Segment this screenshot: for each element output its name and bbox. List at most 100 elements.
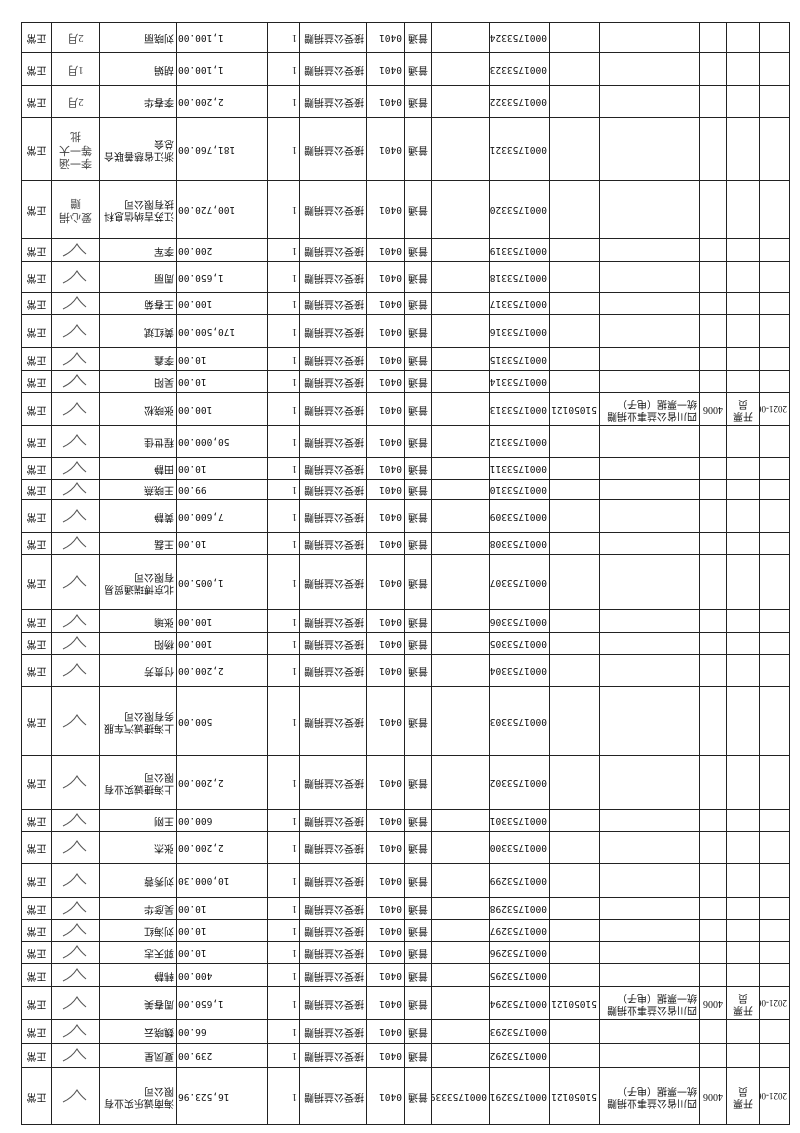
category-cell: 普通	[404, 457, 432, 480]
ref-number-cell	[431, 831, 490, 864]
check-stroke	[63, 901, 87, 916]
item-code-cell: 0401	[366, 532, 405, 555]
signature-cell	[51, 261, 100, 293]
point-code-cell	[699, 261, 727, 293]
amount-cell: 10.00	[176, 532, 268, 555]
check-mark	[63, 945, 87, 960]
check-stroke	[63, 775, 87, 790]
bill-type-cell	[599, 632, 700, 655]
category-cell: 普通	[404, 863, 432, 898]
ref-number-cell	[431, 532, 490, 555]
amount-cell: 100,720.00	[176, 180, 268, 239]
receipt-row: 0001753318 普通 0401 接受公益捐赠 1 1,650.00 周丽 正常	[21, 261, 790, 293]
region-code-cell	[549, 963, 600, 987]
clerk-cell	[726, 117, 760, 181]
clerk-cell	[726, 632, 760, 655]
bill-type-cell	[599, 117, 700, 181]
status-cell: 正常	[21, 941, 52, 964]
signature-text: 爱心捐赠	[59, 197, 92, 223]
quantity-cell: 1	[267, 609, 300, 633]
item-name-cell: 接受公益捐赠	[299, 261, 367, 293]
donor-cell: 张杰	[99, 831, 177, 864]
receipt-row: 0001753293 普通 0401 接受公益捐赠 1 66.00 魏晓云 正常	[21, 1019, 790, 1044]
region-code-cell	[549, 809, 600, 832]
donor-cell: 杨阳	[99, 632, 177, 655]
point-code-cell	[699, 831, 727, 864]
region-code-cell	[549, 52, 600, 86]
donor-cell: 韩静	[99, 963, 177, 987]
donor-cell: 张晓松	[99, 392, 177, 426]
bill-type-cell	[599, 457, 700, 480]
bill-type-cell	[599, 425, 700, 458]
clerk-cell	[726, 654, 760, 687]
check-mark	[63, 775, 87, 790]
receipt-row: 0001753292 普通 0401 接受公益捐赠 1 239.00 夏凤星 正常	[21, 1043, 790, 1068]
signature-cell	[51, 425, 100, 458]
quantity-cell: 1	[267, 897, 300, 920]
clerk-cell	[726, 180, 760, 239]
region-code-cell	[549, 897, 600, 920]
ref-number-cell	[431, 314, 490, 348]
quantity-cell: 1	[267, 654, 300, 687]
bill-type-cell	[599, 180, 700, 239]
issue-date-cell	[759, 831, 790, 864]
issue-date-cell	[759, 52, 790, 86]
quantity-cell: 1	[267, 532, 300, 555]
item-code-cell: 0401	[366, 261, 405, 293]
amount-cell: 99.00	[176, 479, 268, 500]
amount-cell: 1,005.00	[176, 554, 268, 610]
donor-cell: 郭天志	[99, 941, 177, 964]
signature-cell: 2月	[51, 22, 100, 53]
check-stroke	[63, 1024, 87, 1039]
bill-number-cell: 0001753312	[489, 425, 550, 458]
issue-date-cell	[759, 1043, 790, 1068]
issue-date-cell	[759, 314, 790, 348]
point-code-cell	[699, 457, 727, 480]
clerk-cell	[726, 863, 760, 898]
point-code-cell	[699, 532, 727, 555]
amount-cell: 1,650.00	[176, 986, 268, 1020]
receipt-row: 2021-06-08开票员4006四川省公益事业捐赠统一票据（电子）510501…	[21, 392, 790, 426]
bill-number-cell: 0001753308	[489, 532, 550, 555]
receipt-row: 0001753305 普通 0401 接受公益捐赠 1 100.00 杨阳 正常	[21, 632, 790, 655]
quantity-cell: 1	[267, 632, 300, 655]
bill-number-cell: 0001753323	[489, 52, 550, 86]
region-code-cell	[549, 347, 600, 371]
bill-number-cell: 0001753317	[489, 292, 550, 315]
issue-date-cell	[759, 963, 790, 987]
item-code-cell: 0401	[366, 117, 405, 181]
category-cell: 普通	[404, 370, 432, 393]
bill-type-cell	[599, 499, 700, 533]
status-cell: 正常	[21, 831, 52, 864]
check-stroke	[63, 967, 87, 982]
bill-number-cell: 0001753316	[489, 314, 550, 348]
amount-cell: 2,200.00	[176, 654, 268, 687]
check-mark	[63, 613, 87, 628]
status-cell: 正常	[21, 52, 52, 86]
receipt-row: 0001753315 普通 0401 接受公益捐赠 1 10.00 李鑫 正常	[21, 347, 790, 371]
quantity-cell: 1	[267, 809, 300, 832]
bill-number-cell: 0001753311	[489, 457, 550, 480]
status-cell: 正常	[21, 755, 52, 810]
category-cell: 普通	[404, 314, 432, 348]
item-name-cell: 接受公益捐赠	[299, 85, 367, 118]
signature-cell	[51, 532, 100, 555]
donor-cell: 黄静	[99, 499, 177, 533]
receipt-row: 0001753307 普通 0401 接受公益捐赠 1 1,005.00 北京博瑞通贸易有限…	[21, 554, 790, 610]
donor-cell: 魏晓云	[99, 1019, 177, 1044]
item-name-cell: 接受公益捐赠	[299, 117, 367, 181]
category-cell: 普通	[404, 238, 432, 262]
category-cell: 普通	[404, 532, 432, 555]
ref-number-cell	[431, 963, 490, 987]
quantity-cell: 1	[267, 261, 300, 293]
signature-cell	[51, 392, 100, 426]
bill-type-cell	[599, 1019, 700, 1044]
signature-cell	[51, 686, 100, 756]
ref-number-cell	[431, 632, 490, 655]
region-code-cell	[549, 686, 600, 756]
ref-number-cell	[431, 347, 490, 371]
bill-type-cell: 四川省公益事业捐赠统一票据（电子）	[599, 1067, 700, 1125]
quantity-cell: 1	[267, 52, 300, 86]
bill-type-cell	[599, 532, 700, 555]
status-cell: 正常	[21, 261, 52, 293]
